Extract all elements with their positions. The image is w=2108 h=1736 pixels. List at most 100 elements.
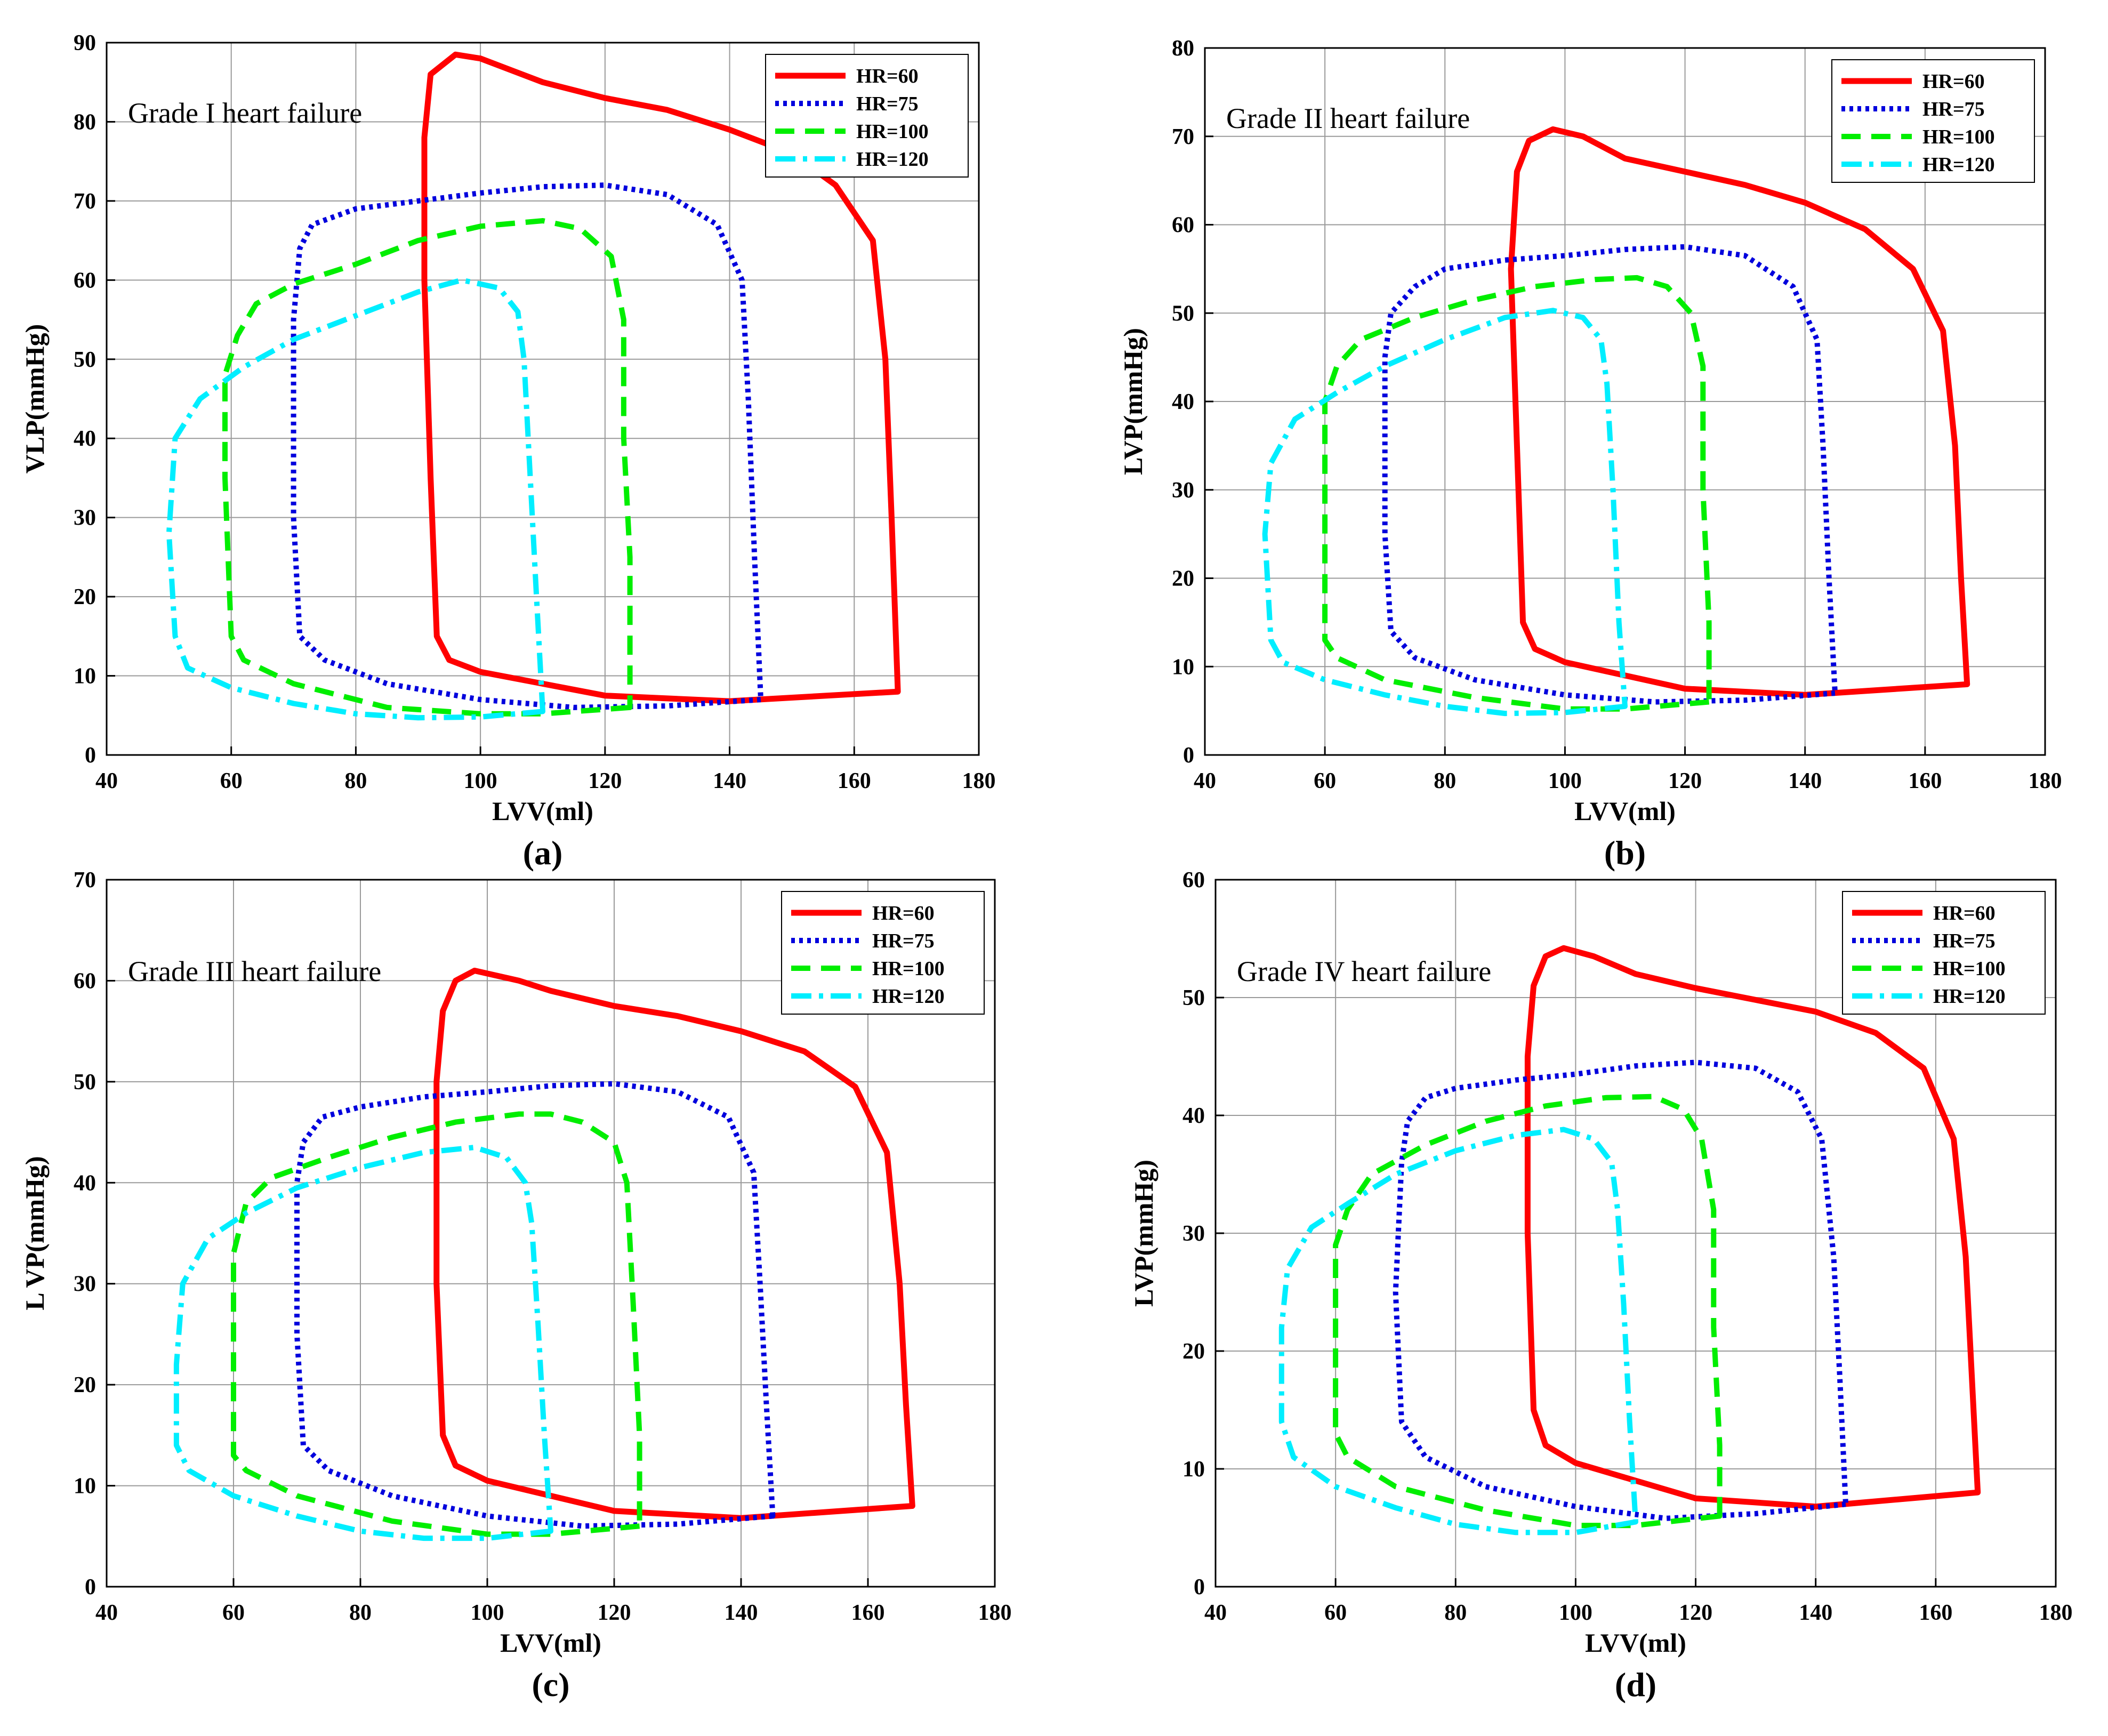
x-tick-label: 160	[1908, 769, 1942, 793]
y-tick-label: 50	[74, 1070, 96, 1095]
y-tick-label: 70	[74, 189, 96, 214]
legend-label: HR=100	[872, 958, 945, 980]
x-tick-label: 120	[588, 769, 622, 793]
x-tick-label: 100	[1559, 1601, 1592, 1625]
x-tick-label: 40	[1204, 1601, 1227, 1625]
legend-box	[765, 54, 969, 178]
x-tick-label: 180	[2039, 1601, 2073, 1625]
y-tick-label: 60	[1172, 213, 1194, 238]
series-line-hr-100	[1322, 275, 1712, 712]
legend-label: HR=100	[1933, 958, 2006, 980]
y-tick-label: 30	[74, 1272, 96, 1297]
y-tick-label: 20	[74, 585, 96, 609]
y-tick-label: 60	[1182, 868, 1205, 893]
x-tick-label: 100	[471, 1601, 504, 1625]
panel-a: 40 60 80 100 120 140 160 180 0 10 20 30 40 50 60 70 80 90…	[20, 31, 996, 872]
series-line-hr-75	[1382, 244, 1838, 705]
y-tick-label: 0	[1194, 1575, 1205, 1600]
y-tick-label: 30	[1182, 1221, 1205, 1246]
y-tick-label: 80	[74, 110, 96, 134]
panel-label: (c)	[532, 1666, 569, 1703]
x-tick-label: 100	[464, 769, 497, 793]
y-tick-label: 70	[74, 868, 96, 893]
legend-label: HR=100	[856, 120, 929, 143]
legend-label: HR=75	[1933, 930, 1996, 952]
x-tick-label: 60	[1324, 1601, 1347, 1625]
y-tick-label: 50	[1172, 301, 1194, 326]
panel-label: (a)	[523, 834, 563, 872]
plot-frame	[106, 42, 980, 756]
x-tick-label: 80	[1444, 1601, 1467, 1625]
x-tick-label: 40	[95, 1601, 118, 1625]
legend-label: HR=75	[856, 93, 919, 115]
series-line-hr-120	[173, 1145, 553, 1541]
x-axis-label: LVV(ml)	[1585, 1628, 1686, 1658]
legend-label: HR=60	[1922, 70, 1985, 93]
grade-annotation: Grade III heart failure	[128, 955, 381, 987]
y-tick-label: 0	[85, 743, 96, 768]
y-tick-label: 40	[1182, 1104, 1205, 1128]
plot-frame	[106, 879, 996, 1588]
legend-label: HR=60	[1933, 902, 1996, 925]
panel-b: 40 60 80 100 120 140 160 180 0 10 20 30 40 50 60 70 80 LV…	[1118, 36, 2062, 872]
x-tick-label: 80	[344, 769, 367, 793]
x-tick-label: 120	[1679, 1601, 1712, 1625]
x-tick-label: 160	[1919, 1601, 1952, 1625]
y-axis-label: L VP(mmHg)	[20, 1156, 50, 1310]
grade-annotation: Grade I heart failure	[128, 97, 362, 129]
x-tick-label: 140	[1799, 1601, 1832, 1625]
y-tick-label: 90	[74, 31, 96, 55]
x-tick-label: 180	[978, 1601, 1012, 1625]
series-line-hr-75	[291, 182, 763, 710]
legend-label: HR=120	[872, 985, 945, 1008]
x-tick-label: 140	[713, 769, 746, 793]
x-tick-label: 180	[962, 769, 996, 793]
x-tick-label: 80	[349, 1601, 372, 1625]
legend-label: HR=100	[1922, 126, 1995, 148]
series-line-hr-60	[421, 51, 901, 704]
legend-label: HR=120	[1933, 985, 2006, 1008]
y-tick-label: 20	[1172, 567, 1194, 591]
x-tick-label: 40	[95, 769, 118, 793]
x-tick-label: 120	[1668, 769, 1702, 793]
x-axis-label: LVV(ml)	[500, 1628, 601, 1658]
y-axis-label: VLP(mmHg)	[20, 324, 50, 474]
series-line-hr-100	[231, 1111, 642, 1537]
x-tick-label: 160	[838, 769, 871, 793]
x-tick-label: 180	[2029, 769, 2062, 793]
x-tick-label: 140	[1788, 769, 1822, 793]
legend-label: HR=60	[872, 902, 935, 925]
x-tick-label: 40	[1194, 769, 1216, 793]
series-line-hr-75	[294, 1081, 776, 1529]
panel-d: 40 60 80 100 120 140 160 180 0 10 20 30 40 50 60 LVV(ml…	[1129, 868, 2073, 1703]
y-tick-label: 10	[74, 664, 96, 689]
y-tick-label: 60	[74, 969, 96, 993]
legend-label: HR=75	[872, 930, 935, 952]
legend-label: HR=75	[1922, 98, 1985, 120]
series-line-hr-60	[1508, 126, 1970, 698]
x-tick-label: 60	[222, 1601, 245, 1625]
legend-label: HR=120	[856, 148, 929, 171]
y-tick-label: 40	[74, 427, 96, 451]
legend-label: HR=120	[1922, 154, 1995, 176]
x-tick-label: 100	[1548, 769, 1582, 793]
panel-label: (d)	[1615, 1666, 1656, 1703]
y-tick-label: 30	[74, 506, 96, 531]
series-line-hr-60	[433, 968, 915, 1521]
y-tick-label: 40	[1172, 390, 1194, 414]
y-axis-label: LVP(mmHg)	[1129, 1160, 1158, 1307]
x-tick-label: 140	[725, 1601, 758, 1625]
y-tick-label: 20	[74, 1373, 96, 1397]
y-tick-label: 30	[1172, 478, 1194, 503]
x-tick-label: 120	[598, 1601, 631, 1625]
series-line-hr-100	[1333, 1094, 1723, 1529]
series-line-hr-60	[1524, 945, 1981, 1510]
y-tick-label: 60	[74, 268, 96, 293]
y-tick-label: 10	[1182, 1457, 1205, 1482]
y-tick-label: 10	[74, 1474, 96, 1499]
y-tick-label: 0	[85, 1575, 96, 1600]
x-tick-label: 60	[1314, 769, 1336, 793]
y-tick-label: 10	[1172, 655, 1194, 679]
y-tick-label: 80	[1172, 36, 1194, 61]
